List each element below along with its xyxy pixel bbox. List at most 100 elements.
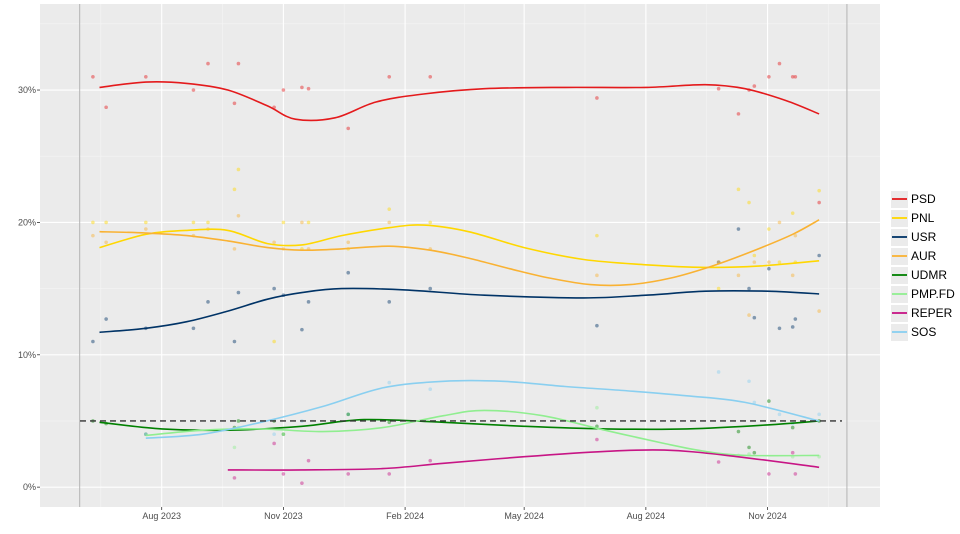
- poll-point-udmr: [736, 429, 741, 434]
- poll-point-usr: [747, 286, 751, 291]
- trend-line-pnl: [99, 224, 820, 269]
- x-tick-label: Aug 2024: [627, 511, 666, 521]
- legend-label: AUR: [911, 249, 937, 263]
- poll-point-udmr: [595, 424, 599, 429]
- trend-line-aur: [99, 219, 820, 287]
- poll-point-psd: [777, 61, 782, 66]
- legend: PSD PNL USR AUR UDMR PMP.FD REPER SOS: [890, 190, 960, 348]
- poll-point-aur: [272, 240, 276, 245]
- poll-point-aur: [387, 220, 392, 225]
- poll-point-udmr: [790, 425, 795, 430]
- poll-point-psd: [387, 75, 392, 79]
- poll-point-usr: [236, 290, 241, 295]
- poll-point-psd: [595, 96, 599, 100]
- poll-point-aur: [595, 273, 599, 278]
- poll-point-psd: [752, 84, 757, 88]
- poll-point-psd: [817, 200, 821, 205]
- poll-point-pmpfd: [595, 405, 599, 410]
- x-tick-label: Nov 2024: [748, 511, 787, 521]
- poll-point-udmr: [767, 399, 771, 403]
- x-tick-label: Aug 2023: [142, 511, 181, 521]
- poll-point-aur: [91, 233, 95, 238]
- period-bounds: [79, 4, 848, 507]
- poll-point-reper: [306, 458, 311, 463]
- poll-point-udmr: [752, 450, 757, 455]
- poll-point-usr: [752, 315, 757, 320]
- poll-point-psd: [767, 75, 771, 79]
- poll-point-udmr: [747, 445, 751, 450]
- poll-point-sos: [817, 412, 821, 417]
- poll-point-psd: [236, 61, 241, 66]
- poll-point-psd: [144, 75, 148, 79]
- poll-point-udmr: [236, 419, 241, 423]
- poll-point-psd: [191, 88, 196, 92]
- poll-point-usr: [595, 323, 599, 328]
- poll-point-aur: [144, 227, 148, 231]
- poll-point-pnl: [206, 220, 210, 225]
- poll-point-aur: [790, 273, 795, 278]
- poll-point-pnl: [232, 187, 237, 192]
- poll-point-pnl: [767, 227, 771, 231]
- y-axis-ticks: 0% 10% 20% 30%: [18, 85, 40, 492]
- poll-point-pnl: [428, 220, 433, 225]
- poll-point-psd: [281, 88, 286, 92]
- poll-point-aur: [777, 220, 782, 225]
- poll-point-aur: [346, 240, 351, 245]
- poll-point-usr: [91, 339, 95, 344]
- poll-point-usr: [817, 253, 821, 258]
- poll-point-psd: [306, 86, 311, 91]
- poll-point-sos: [747, 379, 751, 384]
- poll-point-pmpfd: [281, 432, 286, 436]
- poll-point-reper: [716, 460, 721, 464]
- poll-point-psd: [716, 86, 721, 91]
- poll-point-pnl: [306, 220, 311, 225]
- poll-point-psd: [346, 126, 351, 131]
- poll-point-usr: [300, 327, 304, 332]
- poll-point-usr: [346, 270, 351, 275]
- y-tick-label: 20%: [18, 217, 36, 227]
- poll-point-usr: [104, 317, 108, 321]
- poll-point-reper: [767, 472, 771, 476]
- poll-point-pnl: [716, 286, 721, 291]
- poll-point-reper: [428, 458, 433, 463]
- poll-point-psd: [104, 105, 108, 110]
- poll-point-psd: [790, 75, 795, 79]
- poll-point-usr: [387, 300, 392, 304]
- poll-point-udmr: [281, 432, 286, 436]
- poll-point-usr: [191, 326, 196, 331]
- poll-point-aur: [747, 313, 751, 317]
- poll-point-pnl: [747, 200, 751, 205]
- poll-point-reper: [346, 472, 351, 476]
- poll-point-aur: [236, 213, 241, 218]
- poll-point-psd: [91, 75, 95, 79]
- poll-point-usr: [793, 317, 798, 321]
- trend-line-usr: [99, 287, 820, 334]
- poll-point-sos: [272, 432, 276, 436]
- poll-point-sos: [777, 412, 782, 417]
- poll-point-pnl: [144, 220, 148, 225]
- poll-point-pnl: [191, 220, 196, 225]
- poll-point-pnl: [281, 220, 286, 225]
- poll-point-sos: [716, 370, 721, 374]
- poll-point-reper: [272, 441, 276, 446]
- legend-label: UDMR: [911, 268, 947, 282]
- poll-point-pnl: [736, 187, 741, 192]
- poll-point-pnl: [91, 220, 95, 225]
- legend-label: REPER: [911, 306, 953, 320]
- poll-point-aur: [300, 220, 304, 225]
- y-tick-label: 10%: [18, 350, 36, 360]
- poll-point-reper: [232, 476, 237, 480]
- poll-point-reper: [790, 450, 795, 455]
- poll-point-psd: [736, 112, 741, 116]
- poll-point-sos: [428, 387, 433, 391]
- trend-line-pmpfd: [145, 409, 820, 457]
- x-tick-label: Feb 2024: [386, 511, 424, 521]
- poll-point-reper: [595, 437, 599, 442]
- poll-point-aur: [736, 273, 741, 278]
- poll-point-usr: [306, 300, 311, 304]
- poll-point-aur: [104, 240, 108, 245]
- poll-point-reper: [281, 472, 286, 476]
- y-tick-label: 30%: [18, 85, 36, 95]
- poll-point-usr: [777, 326, 782, 331]
- poll-point-psd: [793, 75, 798, 79]
